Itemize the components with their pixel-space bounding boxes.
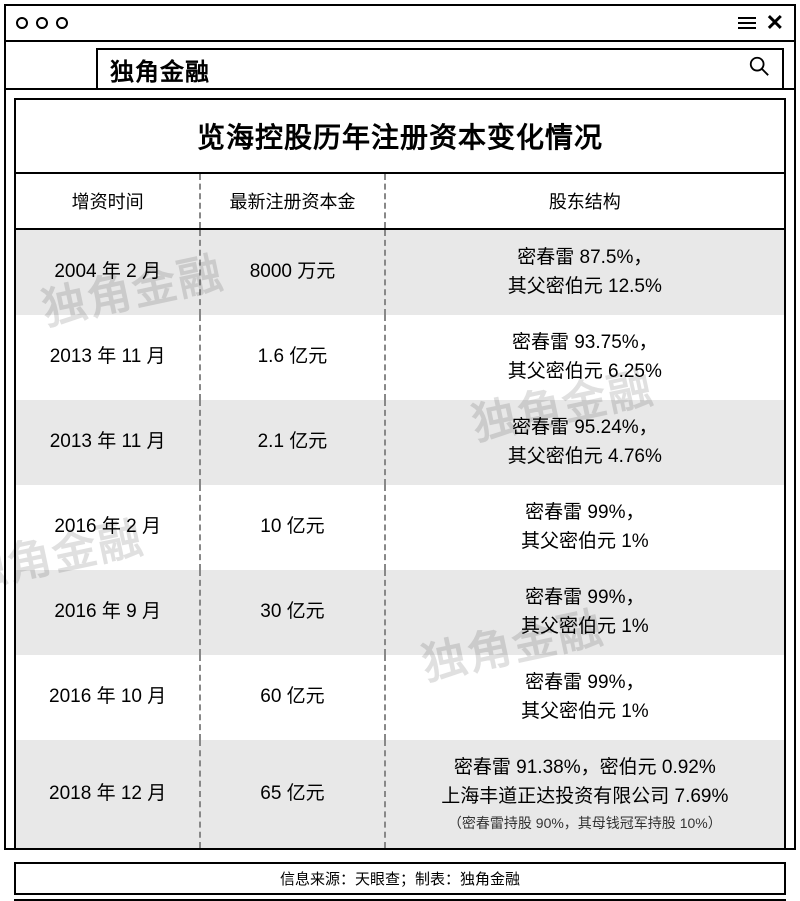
shareholder-text: 密春雷 87.5%，其父密伯元 12.5% <box>392 244 778 301</box>
cell-shareholders: 密春雷 93.75%，其父密伯元 6.25% <box>385 315 784 400</box>
search-icon[interactable] <box>748 55 770 83</box>
cell-capital: 30 亿元 <box>200 570 384 655</box>
col-header-date: 增资时间 <box>16 174 200 229</box>
cell-shareholders: 密春雷 99%，其父密伯元 1% <box>385 655 784 740</box>
table-row: 2013 年 11 月1.6 亿元密春雷 93.75%，其父密伯元 6.25% <box>16 315 784 400</box>
capital-table: 增资时间 最新注册资本金 股东结构 2004 年 2 月8000 万元密春雷 8… <box>16 174 784 848</box>
shareholder-text: 密春雷 93.75%，其父密伯元 6.25% <box>392 329 778 386</box>
cell-date: 2013 年 11 月 <box>16 315 200 400</box>
cell-capital: 2.1 亿元 <box>200 400 384 485</box>
cell-shareholders: 密春雷 87.5%，其父密伯元 12.5% <box>385 229 784 315</box>
table-row: 2013 年 11 月2.1 亿元密春雷 95.24%，其父密伯元 4.76% <box>16 400 784 485</box>
cell-date: 2004 年 2 月 <box>16 229 200 315</box>
table-row: 2004 年 2 月8000 万元密春雷 87.5%，其父密伯元 12.5% <box>16 229 784 315</box>
shareholder-note: （密春雷持股 90%，其母钱冠军持股 10%） <box>392 813 778 834</box>
shareholder-text: 密春雷 91.38%，密伯元 0.92%上海丰道正达投资有限公司 7.69% <box>392 754 778 811</box>
cell-capital: 8000 万元 <box>200 229 384 315</box>
cell-shareholders: 密春雷 91.38%，密伯元 0.92%上海丰道正达投资有限公司 7.69%（密… <box>385 740 784 848</box>
table-header-row: 增资时间 最新注册资本金 股东结构 <box>16 174 784 229</box>
window-dot-icon[interactable] <box>16 17 28 29</box>
data-card: 览海控股历年注册资本变化情况 增资时间 最新注册资本金 股东结构 2004 年 … <box>14 98 786 850</box>
source-footer: 信息来源：天眼查；制表：独角金融 <box>14 862 786 895</box>
window-controls <box>16 17 68 29</box>
content-area: 览海控股历年注册资本变化情况 增资时间 最新注册资本金 股东结构 2004 年 … <box>6 90 794 858</box>
window-frame: ✕ 独角金融 览海控股历年注册资本变化情况 增资时间 最新注册资本金 股东结构 <box>4 4 796 850</box>
table-row: 2018 年 12 月65 亿元密春雷 91.38%，密伯元 0.92%上海丰道… <box>16 740 784 848</box>
cell-date: 2018 年 12 月 <box>16 740 200 848</box>
card-title: 览海控股历年注册资本变化情况 <box>16 100 784 174</box>
cell-capital: 60 亿元 <box>200 655 384 740</box>
cell-shareholders: 密春雷 99%，其父密伯元 1% <box>385 570 784 655</box>
shareholder-text: 密春雷 99%，其父密伯元 1% <box>392 584 778 641</box>
window-dot-icon[interactable] <box>36 17 48 29</box>
cell-date: 2016 年 10 月 <box>16 655 200 740</box>
col-header-capital: 最新注册资本金 <box>200 174 384 229</box>
menu-icon[interactable] <box>738 17 756 29</box>
cell-shareholders: 密春雷 95.24%，其父密伯元 4.76% <box>385 400 784 485</box>
table-row: 2016 年 9 月30 亿元密春雷 99%，其父密伯元 1% <box>16 570 784 655</box>
table-row: 2016 年 10 月60 亿元密春雷 99%，其父密伯元 1% <box>16 655 784 740</box>
address-bar[interactable]: 独角金融 <box>96 48 784 88</box>
shareholder-text: 密春雷 95.24%，其父密伯元 4.76% <box>392 414 778 471</box>
cell-capital: 65 亿元 <box>200 740 384 848</box>
cell-date: 2016 年 2 月 <box>16 485 200 570</box>
titlebar: ✕ <box>6 6 794 42</box>
close-icon[interactable]: ✕ <box>766 12 784 34</box>
shareholder-text: 密春雷 99%，其父密伯元 1% <box>392 669 778 726</box>
address-bar-row: 独角金融 <box>6 42 794 88</box>
brand-label: 独角金融 <box>110 52 748 87</box>
cell-shareholders: 密春雷 99%，其父密伯元 1% <box>385 485 784 570</box>
shareholder-text: 密春雷 99%，其父密伯元 1% <box>392 499 778 556</box>
col-header-shareholders: 股东结构 <box>385 174 784 229</box>
cell-date: 2013 年 11 月 <box>16 400 200 485</box>
cell-capital: 10 亿元 <box>200 485 384 570</box>
window-dot-icon[interactable] <box>56 17 68 29</box>
table-row: 2016 年 2 月10 亿元密春雷 99%，其父密伯元 1% <box>16 485 784 570</box>
cell-capital: 1.6 亿元 <box>200 315 384 400</box>
cell-date: 2016 年 9 月 <box>16 570 200 655</box>
